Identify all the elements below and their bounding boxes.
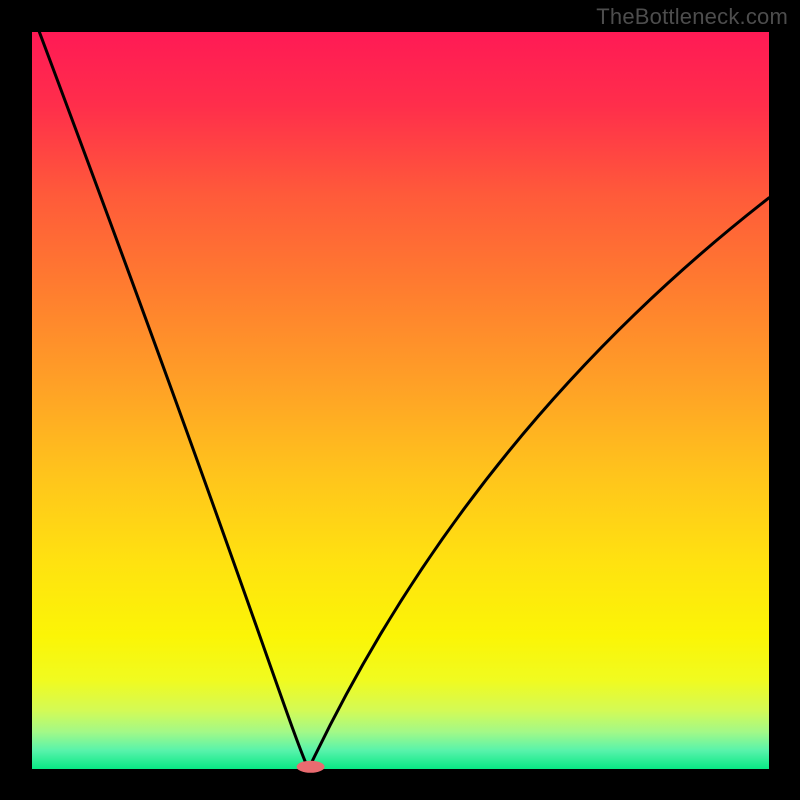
watermark-text: TheBottleneck.com (596, 4, 788, 30)
gradient-background (32, 32, 769, 769)
bottleneck-chart (0, 0, 800, 800)
chart-container: TheBottleneck.com (0, 0, 800, 800)
minimum-marker (297, 761, 325, 773)
